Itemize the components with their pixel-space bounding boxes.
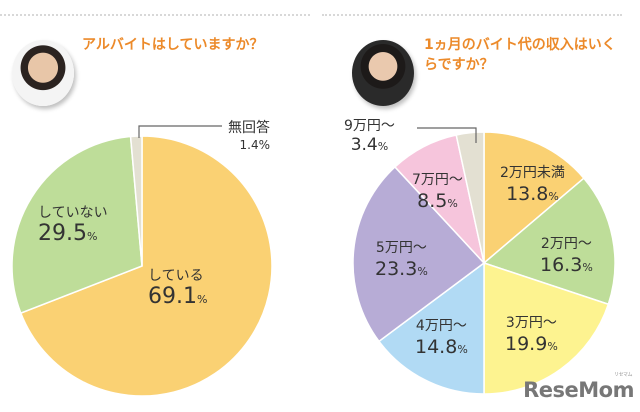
divider-left <box>0 14 310 16</box>
label-yes: している 69.1% <box>148 268 208 309</box>
label-no: していない 29.5% <box>38 205 108 246</box>
avatar-right <box>352 40 414 106</box>
pie-income <box>352 131 616 395</box>
pie-slice <box>455 131 485 264</box>
label-3man: 3万円～ 19.9% <box>505 315 558 355</box>
question-left: アルバイトはしていますか？ <box>82 37 264 53</box>
question-right-line1: 1ヵ月のバイト代の収入はいく <box>424 37 616 53</box>
pie-slice <box>352 165 486 343</box>
label-4man: 4万円～ 14.8% <box>415 318 468 358</box>
label-7man: 7万円～ 8.5% <box>412 172 463 212</box>
question-right: 1ヵ月のバイト代の収入はいく らですか？ <box>424 35 616 75</box>
pie-slice <box>11 135 143 315</box>
label-9man: 9万円～ 3.4% <box>344 118 395 155</box>
pie-part-time <box>11 135 273 397</box>
pie-slice <box>19 135 273 397</box>
avatar-left <box>12 40 74 106</box>
label-5man: 5万円～ 23.3% <box>375 240 428 280</box>
pie-slice <box>129 135 143 267</box>
leader-line-na <box>138 125 222 138</box>
label-under-2man: 2万円未満 13.8% <box>500 165 565 205</box>
pie-slice <box>482 177 616 306</box>
pie-slice <box>377 261 485 395</box>
label-2man: 2万円～ 16.3% <box>540 236 593 276</box>
pie-slice <box>483 131 585 265</box>
pie-slice <box>483 261 610 395</box>
divider-right <box>322 14 622 16</box>
label-na: 無回答 1.4% <box>228 120 270 152</box>
resemom-logo: ReseMom リセマム <box>523 372 634 402</box>
leader-line-9man <box>417 127 477 143</box>
question-right-line2: らですか？ <box>424 57 494 73</box>
